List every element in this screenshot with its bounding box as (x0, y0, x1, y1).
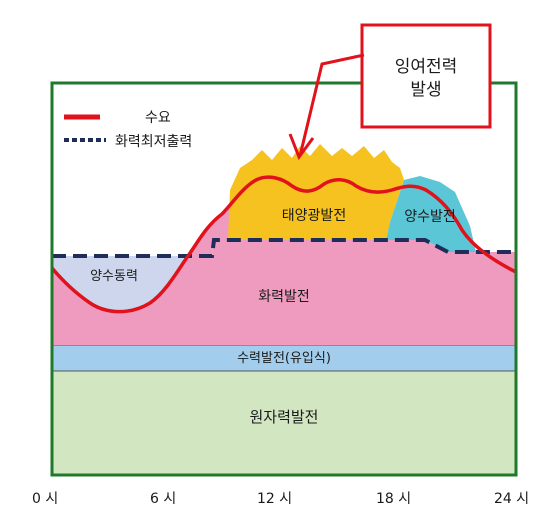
diagram-frame (50, 81, 518, 477)
callout-pointer-head (288, 133, 315, 161)
callout-line2: 발생 (410, 80, 441, 100)
thermal-label: 화력발전 (258, 289, 310, 305)
thermal-rise-fill (188, 206, 232, 256)
x-tick-12: 12 시 (257, 491, 292, 507)
pumped-gen-region (386, 176, 476, 252)
solar-label: 태양광발전 (282, 208, 346, 224)
legend-thermal-min-label: 화력최저출력 (115, 134, 192, 150)
x-tick-18: 18 시 (376, 491, 411, 507)
solar-region (228, 144, 404, 240)
callout-box (360, 23, 492, 129)
pumped-gen-label: 양수발전 (404, 209, 456, 225)
demand-curve (50, 175, 517, 314)
nuclear-region (52, 371, 516, 475)
thermal-min-output-line (52, 238, 516, 258)
hydro-region (52, 345, 516, 371)
callout-pointer (298, 53, 365, 157)
pumped-power-label: 양수동력 (90, 269, 138, 284)
hydro-label: 수력발전(유입식) (237, 351, 331, 366)
legend-demand-label: 수요 (145, 110, 171, 126)
x-tick-6: 6 시 (150, 491, 176, 507)
callout-line1: 잉여전력 (395, 57, 458, 77)
nuclear-label: 원자력발전 (249, 408, 318, 426)
x-tick-0: 0 시 (32, 491, 58, 507)
x-tick-24: 24 시 (494, 491, 529, 507)
